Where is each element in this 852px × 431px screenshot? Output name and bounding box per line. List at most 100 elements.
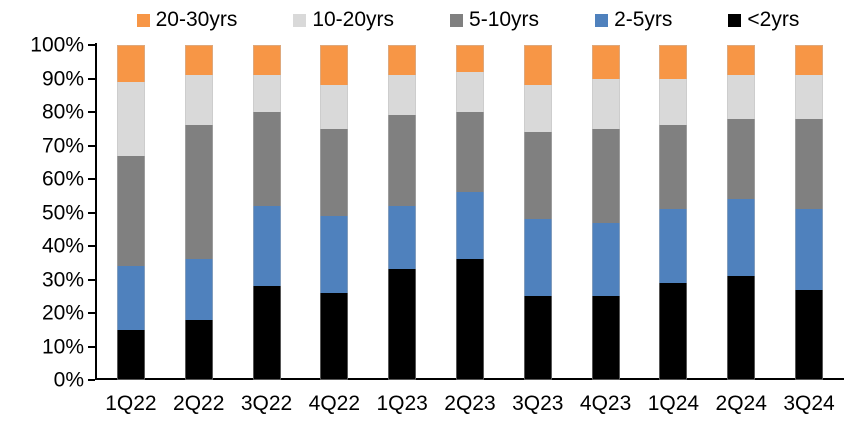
bar-segment-2yrs xyxy=(388,269,417,380)
bar-3q23 xyxy=(523,45,552,380)
bar-slot-1q22 xyxy=(97,45,165,380)
bar-segment-20-30yrs xyxy=(727,45,756,76)
bar-segment-20-30yrs xyxy=(455,45,484,72)
bar-segment-2yrs xyxy=(795,289,824,380)
x-tick-label-1q23: 1Q23 xyxy=(376,392,428,415)
bar-segment-2-5yrs xyxy=(455,192,484,260)
bar-slot-4q22 xyxy=(300,45,368,380)
bar-segment-5-10yrs xyxy=(523,132,552,220)
x-tick-label-3q22: 3Q22 xyxy=(240,392,293,415)
y-tick-label: 30% xyxy=(41,268,84,291)
y-axis-tick xyxy=(88,111,95,113)
bar-segment-2-5yrs xyxy=(523,219,552,297)
y-axis-tick xyxy=(88,211,95,214)
bar-segment-5-10yrs xyxy=(388,115,417,206)
x-tick-label-3q23: 3Q23 xyxy=(512,392,564,415)
bar-3q22 xyxy=(252,45,281,380)
bar-segment-5-10yrs xyxy=(591,128,620,223)
y-axis-tick xyxy=(88,379,95,381)
legend-swatch-20-30yrs xyxy=(136,13,150,27)
legend-swatch-10-20yrs xyxy=(293,13,307,27)
bar-segment-20-30yrs xyxy=(252,45,281,76)
y-axis-tick xyxy=(88,245,95,247)
bar-slot-1q23 xyxy=(368,45,436,380)
bar-segment-20-30yrs xyxy=(388,45,417,76)
x-tick-label-2q23: 2Q23 xyxy=(444,392,496,415)
bar-1q24 xyxy=(659,45,688,380)
bar-segment-2yrs xyxy=(320,292,349,380)
bar-segment-2yrs xyxy=(184,319,213,380)
bar-segment-2-5yrs xyxy=(591,222,620,297)
bar-segment-10-20yrs xyxy=(795,75,824,119)
bar-segment-20-30yrs xyxy=(116,45,145,82)
y-tick-label: 20% xyxy=(41,301,84,325)
bar-slot-3q24 xyxy=(775,45,843,380)
legend-swatch-2yrs xyxy=(728,13,742,27)
bar-slot-2q24 xyxy=(707,45,775,380)
plot-area xyxy=(97,45,843,380)
x-tick-label-2q24: 2Q24 xyxy=(715,392,767,415)
bar-segment-10-20yrs xyxy=(388,75,417,116)
y-tick-label: 70% xyxy=(41,134,84,157)
x-tick-label-4q22: 4Q22 xyxy=(308,392,361,415)
legend-item-20-30yrs: 20-30yrs xyxy=(136,8,238,32)
legend-item-2-5yrs: 2-5yrs xyxy=(595,8,672,32)
bar-segment-2yrs xyxy=(116,329,145,380)
y-axis-line xyxy=(95,43,97,380)
y-tick-label: 50% xyxy=(41,201,84,224)
legend-swatch-2-5yrs xyxy=(595,13,609,27)
bar-2q23 xyxy=(455,45,484,380)
bar-segment-2yrs xyxy=(455,259,484,380)
bar-segment-5-10yrs xyxy=(659,125,688,210)
bar-3q24 xyxy=(795,45,824,380)
legend-label: 2-5yrs xyxy=(614,8,673,31)
y-axis-tick xyxy=(88,44,95,46)
x-tick-label-3q24: 3Q24 xyxy=(783,392,835,415)
bar-segment-5-10yrs xyxy=(116,155,145,267)
y-tick-label: 10% xyxy=(41,335,84,358)
bar-segment-20-30yrs xyxy=(591,45,620,79)
bar-segment-5-10yrs xyxy=(320,128,349,216)
bar-segment-2-5yrs xyxy=(388,205,417,270)
bar-segment-2-5yrs xyxy=(727,199,756,277)
bar-segment-20-30yrs xyxy=(184,45,213,76)
x-tick-label-1q24: 1Q24 xyxy=(647,392,700,415)
x-tick-label-1q22: 1Q22 xyxy=(105,392,157,415)
bar-slot-4q23 xyxy=(572,45,640,380)
legend-item-10-20yrs: 10-20yrs xyxy=(293,8,394,32)
bar-segment-10-20yrs xyxy=(523,85,552,133)
chart-legend: 20-30yrs 10-20yrs 5-10yrs 2-5yrs <2yrs xyxy=(90,8,846,32)
legend-label: <2yrs xyxy=(747,8,800,31)
x-tick-label-2q22: 2Q22 xyxy=(173,392,225,415)
y-tick-label: 90% xyxy=(41,67,84,90)
bar-segment-2-5yrs xyxy=(184,259,213,320)
bar-segment-5-10yrs xyxy=(727,118,756,200)
bar-slot-2q22 xyxy=(165,45,233,380)
bar-segment-10-20yrs xyxy=(455,71,484,113)
bar-segment-20-30yrs xyxy=(523,45,552,86)
bar-segment-5-10yrs xyxy=(252,112,281,206)
y-tick-label: 60% xyxy=(41,167,84,191)
x-axis-labels: 1Q22 2Q22 3Q22 4Q22 1Q23 2Q23 3Q23 4Q23 1Q24 2Q24… xyxy=(97,392,843,416)
y-tick-label: 100% xyxy=(30,33,84,57)
y-tick-label: 40% xyxy=(41,234,84,258)
legend-item-5-10yrs: 5-10yrs xyxy=(450,8,539,32)
y-axis-tick xyxy=(88,278,95,281)
y-axis-tick xyxy=(88,178,95,180)
bar-segment-2yrs xyxy=(523,296,552,380)
legend-label: 5-10yrs xyxy=(469,8,540,31)
bar-segment-20-30yrs xyxy=(659,45,688,79)
bar-segment-2yrs xyxy=(727,276,756,380)
bar-segment-20-30yrs xyxy=(795,45,824,76)
legend-item-2yrs: <2yrs xyxy=(728,8,799,32)
bar-segment-10-20yrs xyxy=(116,81,145,156)
bar-segment-2yrs xyxy=(659,282,688,380)
bar-segment-5-10yrs xyxy=(184,125,213,260)
bar-1q23 xyxy=(388,45,417,380)
bar-segment-2yrs xyxy=(591,296,620,380)
y-axis-tick xyxy=(88,144,95,147)
bar-1q22 xyxy=(116,45,145,380)
bar-segment-10-20yrs xyxy=(320,85,349,129)
legend-label: 20-30yrs xyxy=(155,8,238,31)
bar-segment-20-30yrs xyxy=(320,45,349,86)
